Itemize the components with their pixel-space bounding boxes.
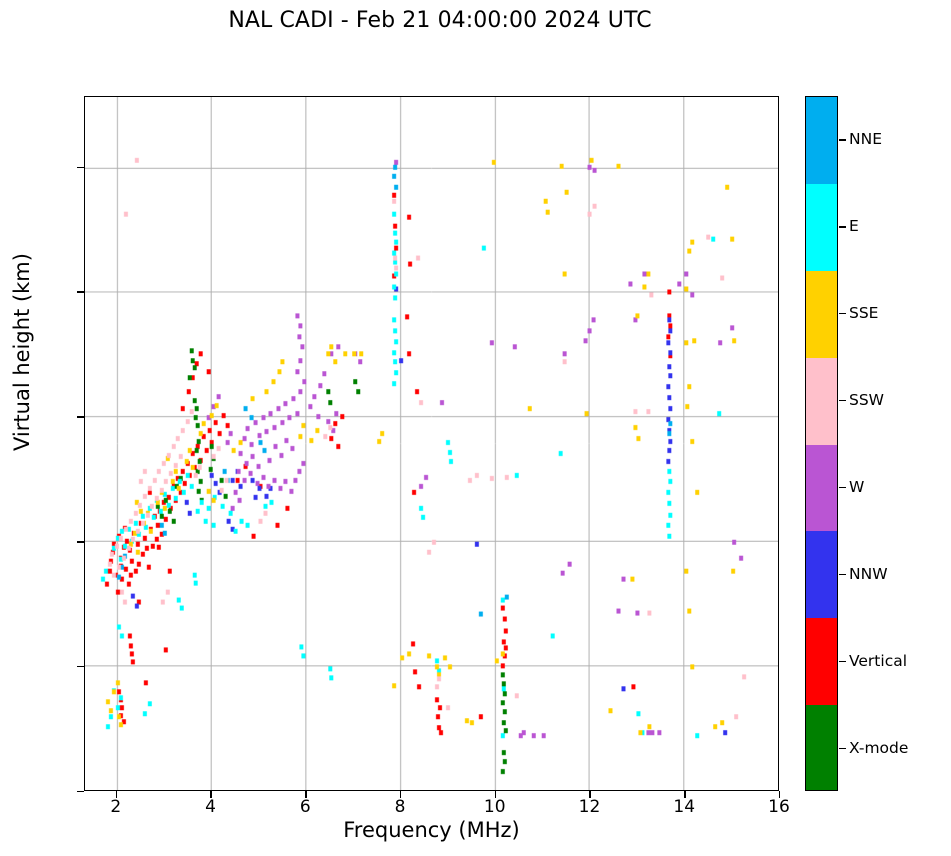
page-title: NAL CADI - Feb 21 04:00:00 2024 UTC (228, 8, 652, 33)
colorbar-segment-vertical (806, 618, 837, 706)
y-tick-mark (77, 791, 84, 793)
colorbar-tick-mark (839, 400, 846, 402)
x-tick-mark (305, 791, 307, 798)
y-tick-mark (77, 666, 84, 668)
colorbar-label-vertical: Vertical (849, 651, 908, 670)
x-tick-mark (589, 791, 591, 798)
colorbar-segment-nnw (806, 531, 837, 619)
colorbar-segment-e (806, 183, 837, 271)
x-tick-label: 6 (299, 797, 311, 817)
x-tick-label: 12 (578, 797, 601, 817)
colorbar-tick-mark (839, 226, 846, 228)
x-tick-label: 8 (394, 797, 406, 817)
y-tick-mark (77, 166, 84, 168)
x-tick-label: 10 (483, 797, 506, 817)
y-tick-mark (77, 541, 84, 543)
colorbar-label-nne: NNE (849, 130, 882, 149)
y-tick-mark (77, 416, 84, 418)
colorbar-tick-mark (839, 747, 846, 749)
x-tick-mark (210, 791, 212, 798)
y-tick-mark (77, 291, 84, 293)
x-tick-label: 14 (673, 797, 696, 817)
scatter-canvas (85, 97, 778, 790)
x-tick-mark (779, 791, 781, 798)
colorbar-segment-w (806, 444, 837, 532)
colorbar-segment-x-mode (806, 705, 837, 790)
plot-area (84, 96, 779, 791)
x-axis-label: Frequency (MHz) (343, 818, 520, 842)
x-tick-label: 16 (768, 797, 790, 817)
colorbar (805, 96, 838, 791)
colorbar-label-nnw: NNW (849, 564, 888, 583)
x-tick-mark (684, 791, 686, 798)
colorbar-tick-mark (839, 573, 846, 576)
colorbar-segment-ssw (806, 357, 837, 445)
colorbar-label-ssw: SSW (849, 391, 885, 410)
x-tick-mark (115, 791, 118, 798)
colorbar-tick-mark (839, 486, 846, 489)
x-tick-label: 2 (110, 797, 122, 817)
colorbar-segment-nne (806, 97, 837, 184)
colorbar-tick-mark (839, 139, 846, 141)
colorbar-tick-mark (839, 660, 846, 662)
x-tick-label: 4 (205, 797, 216, 817)
colorbar-tick-mark (839, 313, 846, 315)
colorbar-label-x-mode: X-mode (849, 738, 909, 757)
x-tick-mark (494, 791, 497, 798)
y-axis-label: Virtual height (km) (10, 253, 34, 451)
colorbar-segment-sse (806, 270, 837, 358)
colorbar-label-w: W (849, 477, 865, 496)
colorbar-label-sse: SSE (849, 304, 879, 323)
x-tick-mark (399, 791, 402, 798)
colorbar-label-e: E (849, 217, 859, 236)
